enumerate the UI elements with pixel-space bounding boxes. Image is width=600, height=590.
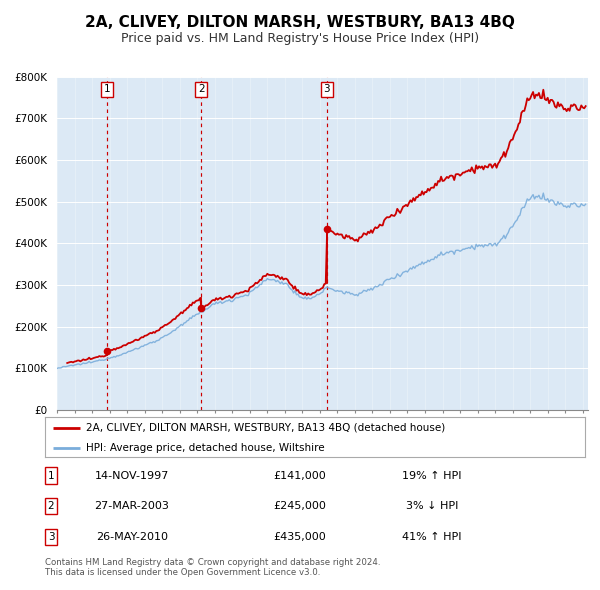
Text: 1: 1 xyxy=(47,471,55,480)
Text: 3: 3 xyxy=(47,532,55,542)
Text: 19% ↑ HPI: 19% ↑ HPI xyxy=(402,471,462,480)
Text: 3: 3 xyxy=(323,84,330,94)
Text: 27-MAR-2003: 27-MAR-2003 xyxy=(95,502,169,511)
Text: Price paid vs. HM Land Registry's House Price Index (HPI): Price paid vs. HM Land Registry's House … xyxy=(121,32,479,45)
Text: £141,000: £141,000 xyxy=(274,471,326,480)
Text: 2: 2 xyxy=(47,502,55,511)
Text: HPI: Average price, detached house, Wiltshire: HPI: Average price, detached house, Wilt… xyxy=(86,444,324,454)
Text: £435,000: £435,000 xyxy=(274,532,326,542)
Text: 1: 1 xyxy=(104,84,110,94)
Text: 14-NOV-1997: 14-NOV-1997 xyxy=(95,471,169,480)
Text: 2A, CLIVEY, DILTON MARSH, WESTBURY, BA13 4BQ: 2A, CLIVEY, DILTON MARSH, WESTBURY, BA13… xyxy=(85,15,515,30)
Text: Contains HM Land Registry data © Crown copyright and database right 2024.
This d: Contains HM Land Registry data © Crown c… xyxy=(45,558,380,577)
Text: £245,000: £245,000 xyxy=(274,502,326,511)
Text: 2A, CLIVEY, DILTON MARSH, WESTBURY, BA13 4BQ (detached house): 2A, CLIVEY, DILTON MARSH, WESTBURY, BA13… xyxy=(86,423,445,433)
Text: 3% ↓ HPI: 3% ↓ HPI xyxy=(406,502,458,511)
Text: 41% ↑ HPI: 41% ↑ HPI xyxy=(402,532,462,542)
Text: 2: 2 xyxy=(198,84,205,94)
Text: 26-MAY-2010: 26-MAY-2010 xyxy=(96,532,168,542)
